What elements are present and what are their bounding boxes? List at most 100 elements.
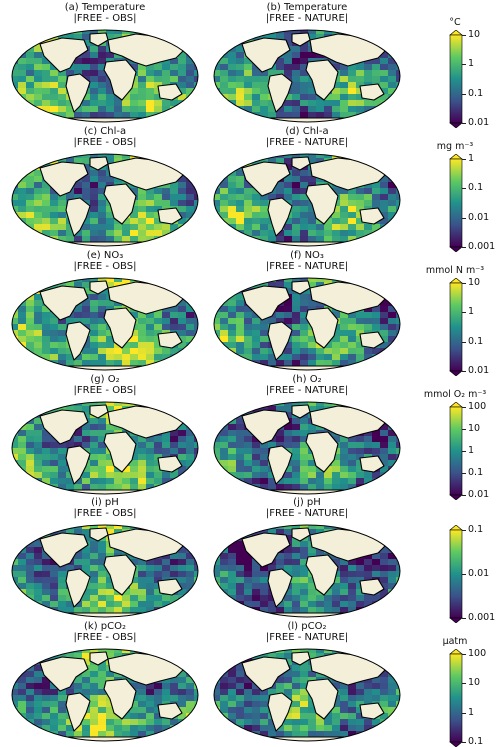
ocean-field — [214, 154, 400, 246]
colorbar-tick-label: 100 — [468, 648, 487, 659]
colorbar-tickmark — [462, 712, 466, 714]
panel-subtitle: |FREE - OBS| — [73, 137, 137, 148]
colorbar-tick-label: 10 — [468, 423, 481, 434]
colorbar-tickmark — [462, 683, 466, 685]
land-south-america — [267, 568, 293, 608]
land-australia — [359, 702, 385, 720]
colorbar-tick-label: 0.1 — [468, 335, 484, 347]
land-north-america — [241, 656, 291, 692]
panel-title: (a) Temperature — [64, 2, 146, 13]
colorbar-tickmark — [462, 742, 466, 743]
land-south-america — [267, 445, 293, 485]
land-north-america — [39, 409, 89, 445]
colorbar-unit: mmol N m⁻³ — [425, 265, 485, 276]
land-africa — [103, 307, 137, 349]
colorbar-tickmark — [462, 341, 466, 343]
land-africa — [103, 183, 137, 225]
land-africa — [305, 554, 339, 596]
land-greenland — [89, 280, 109, 295]
land-greenland — [291, 404, 311, 419]
panel-subtitle: |FREE - OBS| — [73, 261, 137, 272]
land-greenland — [89, 32, 109, 47]
map-panel-1-1 — [213, 153, 401, 247]
panel-title-4-left: (i) pH |FREE - OBS| — [5, 497, 205, 519]
panel-title: (k) pCO₂ — [84, 621, 126, 632]
colorbar-tick-label: 1 — [468, 306, 475, 318]
colorbar-tickmark — [462, 93, 466, 95]
ocean-field — [214, 525, 400, 617]
land-australia — [157, 331, 183, 349]
map-panel-0-0 — [11, 29, 199, 123]
panel-title-0-left: (a) Temperature |FREE - OBS| — [5, 2, 205, 24]
map-outline — [11, 401, 199, 495]
ocean-field — [214, 402, 400, 494]
panel-subtitle: |FREE - NATURE| — [265, 13, 349, 24]
land-north-america — [241, 161, 291, 197]
colorbar-2 — [449, 278, 463, 376]
panel-title: (d) Chl-a — [285, 126, 329, 137]
ocean-field — [12, 154, 198, 246]
colorbar-tickmark — [462, 654, 466, 655]
map-outline — [213, 524, 401, 618]
colorbar-tickmark — [462, 123, 466, 124]
colorbar-tick-label: 1 — [468, 445, 475, 456]
land-greenland — [291, 651, 311, 666]
panel-title: (i) pH — [91, 497, 119, 508]
land-north-america — [241, 37, 291, 73]
map-outline — [11, 277, 199, 371]
panel-subtitle: |FREE - OBS| — [73, 632, 137, 643]
land-australia — [157, 207, 183, 225]
land-south-america — [65, 568, 91, 608]
land-south-america — [267, 692, 293, 732]
panel-title-0-right: (b) Temperature |FREE - NATURE| — [207, 2, 407, 24]
colorbar-tickmark — [462, 618, 466, 619]
land-south-america — [65, 445, 91, 485]
map-panel-2-1 — [213, 277, 401, 371]
land-north-america — [241, 532, 291, 568]
map-panel-3-1 — [213, 401, 401, 495]
colorbar-tick-label: 1 — [468, 706, 475, 718]
map-panel-3-0 — [11, 401, 199, 495]
colorbar-4 — [449, 525, 463, 623]
colorbar-tick-label: 1 — [468, 58, 475, 70]
land-africa — [305, 678, 339, 720]
land-greenland — [291, 280, 311, 295]
panel-title-3-right: (h) O₂ |FREE - NATURE| — [207, 374, 407, 396]
panel-subtitle: |FREE - NATURE| — [265, 137, 349, 148]
colorbar-tick-label: 0.001 — [468, 241, 496, 252]
map-panel-4-0 — [11, 524, 199, 618]
panel-subtitle: |FREE - NATURE| — [265, 508, 349, 519]
land-north-america — [39, 656, 89, 692]
panel-title: (g) O₂ — [90, 374, 120, 385]
panel-title-4-right: (j) pH |FREE - NATURE| — [207, 497, 407, 519]
panel-title: (l) pCO₂ — [287, 621, 327, 632]
map-panel-0-1 — [213, 29, 401, 123]
colorbar-tick-label: 100 — [468, 401, 487, 412]
colorbar-unit: µatm — [442, 636, 468, 647]
land-greenland — [89, 651, 109, 666]
colorbar-tickmark — [462, 247, 466, 248]
map-outline — [11, 29, 199, 123]
colorbar-tickmark — [462, 188, 466, 190]
panel-title-1-left: (c) Chl-a |FREE - OBS| — [5, 126, 205, 148]
land-africa — [103, 554, 137, 596]
map-panel-2-0 — [11, 277, 199, 371]
map-outline — [11, 524, 199, 618]
panel-subtitle: |FREE - OBS| — [73, 13, 137, 24]
ocean-field — [12, 30, 198, 122]
ocean-field — [214, 30, 400, 122]
map-outline — [213, 401, 401, 495]
ocean-field — [12, 649, 198, 741]
colorbar-tickmark — [462, 159, 466, 160]
colorbar-tick-label: 0.1 — [468, 182, 484, 194]
land-greenland — [291, 32, 311, 47]
map-panel-5-1 — [213, 648, 401, 742]
land-australia — [359, 83, 385, 101]
land-greenland — [291, 156, 311, 171]
land-greenland — [89, 156, 109, 171]
ocean-field — [12, 525, 198, 617]
colorbar-tickmark — [462, 35, 466, 36]
panel-subtitle: |FREE - OBS| — [73, 385, 137, 396]
colorbar-tick-label: 10 — [468, 277, 481, 288]
land-south-america — [65, 73, 91, 113]
